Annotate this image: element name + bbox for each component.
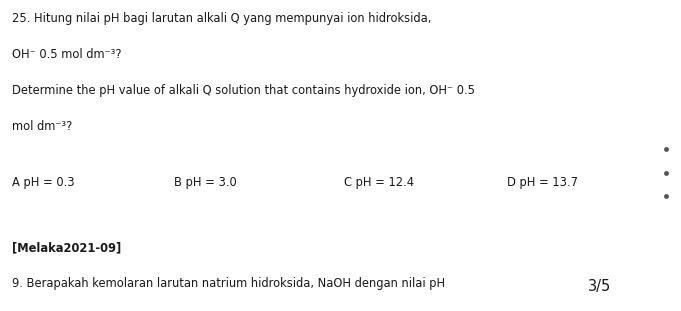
Text: [Melaka2021-09]: [Melaka2021-09]	[12, 242, 121, 255]
Text: mol dm⁻³?: mol dm⁻³?	[12, 120, 72, 133]
Text: 3/5: 3/5	[588, 279, 612, 294]
Text: 25. Hitung nilai pH bagi larutan alkali Q yang mempunyai ion hidroksida,: 25. Hitung nilai pH bagi larutan alkali …	[12, 12, 432, 26]
Text: OH⁻ 0.5 mol dm⁻³?: OH⁻ 0.5 mol dm⁻³?	[12, 48, 122, 61]
Text: Determine the pH value of alkali Q solution that contains hydroxide ion, OH⁻ 0.5: Determine the pH value of alkali Q solut…	[12, 84, 475, 97]
Text: B pH = 3.0: B pH = 3.0	[174, 176, 236, 189]
Text: C pH = 12.4: C pH = 12.4	[344, 176, 414, 189]
Text: 9. Berapakah kemolaran larutan natrium hidroksida, NaOH dengan nilai pH: 9. Berapakah kemolaran larutan natrium h…	[12, 277, 445, 290]
Text: D pH = 13.7: D pH = 13.7	[507, 176, 578, 189]
Text: A pH = 0.3: A pH = 0.3	[12, 176, 75, 189]
